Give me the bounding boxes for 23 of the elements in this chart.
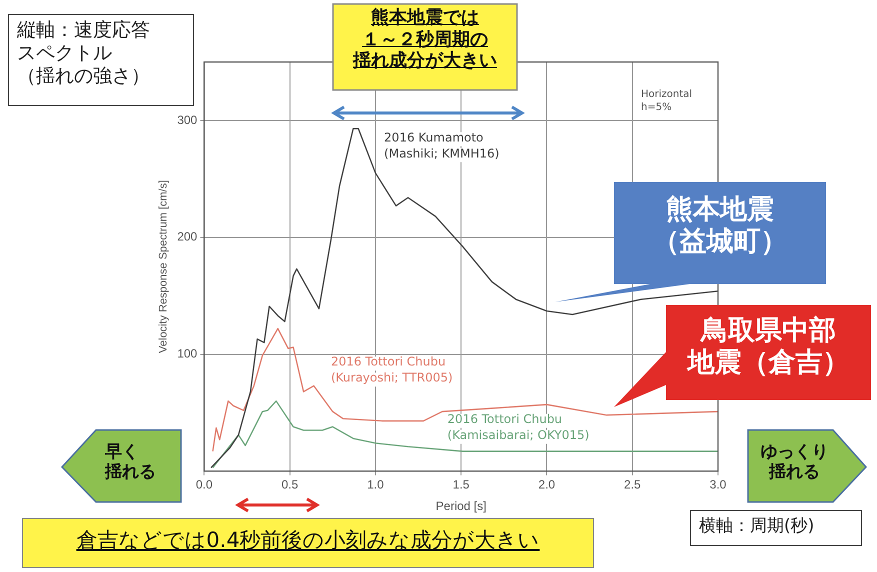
x-tick-label: 0.0 <box>196 478 213 492</box>
series-label: 2016 Tottori Chubu (Kurayoshi; TTR005) <box>330 354 453 385</box>
annotation: Horizontal h=5% <box>641 88 694 115</box>
series-label: 2016 Kumamoto (Mashiki; KMMH16) <box>384 130 500 160</box>
series-label: 2016 Tottori Chubu (Kamisaibarai; OKY015) <box>447 412 590 442</box>
x-tick-label: 1.0 <box>367 478 384 492</box>
x-tick-label: 2.0 <box>538 478 556 492</box>
text: 倉吉などでは0.4秒前後の小刻みな成分が大きい <box>22 518 594 568</box>
annotation: 熊本地震（益城町） <box>652 193 788 260</box>
x-tick-label: 2.5 <box>624 478 642 492</box>
text: 横軸：周期(秒) <box>690 510 862 546</box>
text: 早く揺れる <box>104 441 157 484</box>
y-tick-label: 100 <box>177 346 198 361</box>
text: ゆっくり揺れる <box>760 441 830 484</box>
x-tick-label: 0.5 <box>282 478 299 492</box>
y-tick-label: 200 <box>177 230 198 244</box>
x-axis-title: Period [s] <box>436 499 486 514</box>
text: 縦軸：速度応答スペクトル（揺れの強さ） <box>8 14 194 106</box>
annotation: 鳥取県中部地震（倉吉） <box>686 314 850 380</box>
y-tick-label: 300 <box>177 112 198 127</box>
y-axis-title: Velocity Response Spectrum [cm/s] <box>158 180 170 354</box>
x-tick-label: 3.0 <box>710 478 727 492</box>
x-tick-label: 1.5 <box>452 478 470 492</box>
